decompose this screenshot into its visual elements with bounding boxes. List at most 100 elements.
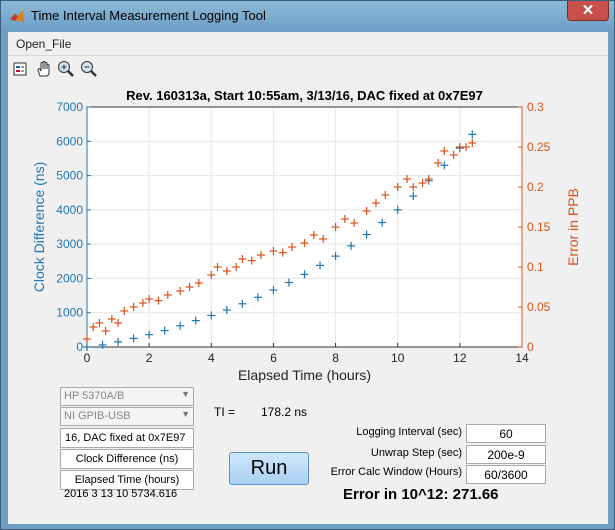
series-right-point bbox=[424, 175, 433, 183]
series-left-point bbox=[160, 326, 169, 335]
series-right-point bbox=[213, 263, 222, 271]
x-tick-label: 6 bbox=[270, 351, 277, 365]
interface-select[interactable]: NI GPIB-USB ▼ bbox=[60, 407, 194, 426]
close-icon: ✕ bbox=[581, 2, 595, 19]
error-window-field[interactable]: 60/3600 bbox=[466, 465, 546, 484]
series-right-point bbox=[371, 199, 380, 207]
y-left-tick-label: 6000 bbox=[56, 134, 83, 148]
series-left-point bbox=[393, 205, 402, 214]
error-window-label: Error Calc Window (Hours) bbox=[330, 466, 462, 478]
x-tick-label: 2 bbox=[146, 351, 153, 365]
x-tick-label: 4 bbox=[208, 351, 215, 365]
x-tick-label: 8 bbox=[332, 351, 339, 365]
series-right-point bbox=[462, 143, 471, 151]
datevec-readout: 2016 3 13 10 5734.616 bbox=[64, 488, 178, 500]
series-right-point bbox=[89, 323, 98, 331]
series-left-point bbox=[145, 330, 154, 339]
series-right-point bbox=[418, 179, 427, 187]
series-left-point bbox=[362, 230, 371, 239]
title-field[interactable]: 16, DAC fixed at 0x7E97 bbox=[60, 428, 194, 448]
instrument-select[interactable]: HP 5370A/B ▼ bbox=[60, 387, 194, 406]
series-left-point bbox=[331, 252, 340, 261]
zoom-out-icon[interactable] bbox=[79, 59, 99, 79]
series-left-point bbox=[300, 270, 309, 279]
x-tick-label: 10 bbox=[391, 351, 405, 365]
series-right-point bbox=[269, 247, 278, 255]
xlabel-field[interactable]: Elapsed Time (hours) bbox=[60, 470, 194, 490]
series-right-point bbox=[300, 239, 309, 247]
x-tick-label: 12 bbox=[453, 351, 467, 365]
x-tick-label: 0 bbox=[84, 351, 91, 365]
run-button[interactable]: Run bbox=[229, 452, 309, 485]
x-axis-label: Elapsed Time (hours) bbox=[238, 367, 371, 383]
error-result: Error in 10^12: 271.66 bbox=[343, 486, 499, 503]
series-right-point bbox=[145, 295, 154, 303]
y-right-tick-label: 0.3 bbox=[527, 100, 544, 114]
series-right-point bbox=[194, 279, 203, 287]
instrument-value: HP 5370A/B bbox=[64, 390, 125, 402]
series-right-point bbox=[101, 327, 110, 335]
title-bar: Time Interval Measurement Logging Tool ✕ bbox=[1, 1, 614, 31]
menu-open-file[interactable]: Open_File bbox=[16, 37, 72, 51]
series-right-point bbox=[440, 147, 449, 155]
unwrap-step-field[interactable]: 200e-9 bbox=[466, 445, 546, 464]
series-right-point bbox=[468, 139, 477, 147]
logging-interval-label: Logging Interval (sec) bbox=[356, 426, 462, 438]
insert-legend-icon[interactable] bbox=[11, 59, 31, 79]
series-right-point bbox=[278, 248, 287, 257]
close-button[interactable]: ✕ bbox=[567, 1, 609, 21]
y-right-tick-label: 0.2 bbox=[527, 180, 544, 194]
y-left-tick-label: 1000 bbox=[56, 306, 83, 320]
series-right-point bbox=[362, 207, 371, 215]
chart-title: Rev. 160313a, Start 10:55am, 3/13/16, DA… bbox=[126, 88, 483, 103]
series-left-point bbox=[129, 334, 138, 343]
unwrap-step-label: Unwrap Step (sec) bbox=[370, 447, 462, 459]
series-right-point bbox=[107, 315, 116, 323]
pan-hand-icon[interactable] bbox=[34, 59, 54, 79]
series-right-point bbox=[207, 271, 216, 279]
plot-panel: 0 2 4 6 8 10 12 14 0 1000 2000 3000 4000 5000 6000 7000… bbox=[8, 82, 608, 524]
series-right-point bbox=[222, 267, 231, 275]
interface-value: NI GPIB-USB bbox=[64, 410, 131, 422]
ylabel-field[interactable]: Clock Difference (ns) bbox=[60, 449, 194, 469]
y-right-axis-label: Error in PPB bbox=[565, 188, 581, 266]
y-left-axis-label: Clock Difference (ns) bbox=[31, 162, 47, 292]
ti-value: 178.2 ns bbox=[261, 405, 308, 419]
series-right-point bbox=[154, 296, 163, 305]
series-left-point bbox=[98, 340, 107, 349]
logging-interval-field[interactable]: 60 bbox=[466, 424, 546, 443]
y-right-tick-label: 0 bbox=[527, 340, 534, 354]
chevron-down-icon: ▼ bbox=[181, 409, 190, 419]
series-right-point bbox=[247, 256, 256, 265]
series-left-point bbox=[378, 218, 387, 227]
series-right-point bbox=[138, 299, 147, 307]
series-right-point bbox=[129, 303, 138, 311]
series-right-point bbox=[434, 159, 443, 167]
series-right-point bbox=[350, 219, 359, 227]
series-right-point bbox=[163, 291, 172, 299]
series-right-point bbox=[381, 191, 390, 199]
y-left-tick-label: 2000 bbox=[56, 271, 83, 285]
series-left-point bbox=[253, 293, 262, 302]
matlab-icon bbox=[10, 10, 24, 22]
toolbar bbox=[8, 57, 608, 81]
y-left-tick-label: 7000 bbox=[56, 100, 83, 114]
series-left-point bbox=[191, 316, 200, 325]
series-right-point bbox=[83, 335, 91, 343]
chevron-down-icon: ▼ bbox=[181, 389, 190, 399]
series-right-point bbox=[409, 183, 418, 191]
series-left-point bbox=[176, 321, 185, 330]
series-right-point bbox=[449, 151, 458, 159]
series-right-point bbox=[114, 319, 123, 327]
series-left-point bbox=[83, 343, 91, 351]
series-right-point bbox=[176, 287, 185, 295]
series-right-point bbox=[319, 235, 328, 243]
series-right-point bbox=[309, 231, 318, 239]
y-right-tick-label: 0.1 bbox=[527, 260, 544, 274]
series-left-point bbox=[207, 311, 216, 320]
zoom-in-icon[interactable] bbox=[56, 59, 76, 79]
series-left-point bbox=[440, 161, 449, 170]
y-right-tick-label: 0.15 bbox=[527, 220, 551, 234]
series-right-point bbox=[288, 243, 297, 251]
